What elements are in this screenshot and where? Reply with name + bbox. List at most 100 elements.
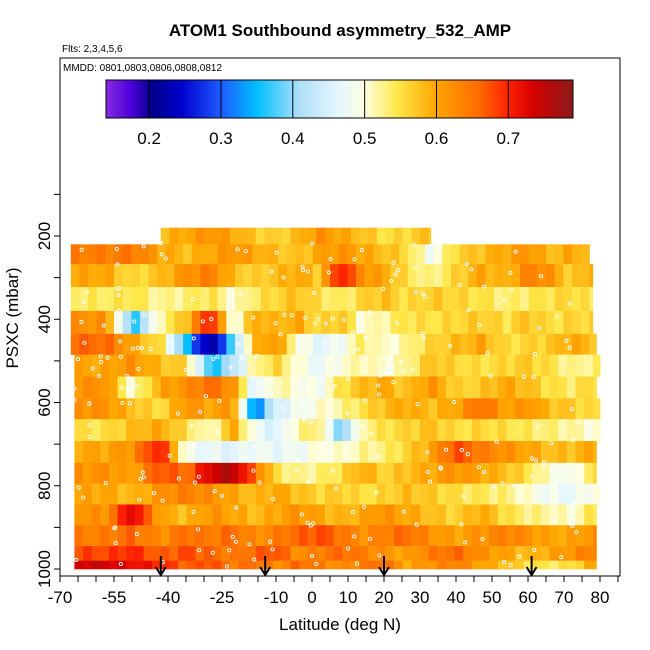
sample-point xyxy=(140,470,145,475)
heatmap-cell xyxy=(342,441,352,464)
sample-point xyxy=(346,377,351,382)
sample-point xyxy=(215,354,220,359)
heatmap-cell xyxy=(385,398,395,420)
heatmap-cell xyxy=(139,286,149,312)
heatmap-cell xyxy=(394,354,404,377)
x-tick-label: -55 xyxy=(102,588,127,607)
heatmap-cell xyxy=(376,525,386,547)
heatmap-cell xyxy=(411,441,421,464)
heatmap-cell xyxy=(532,419,542,442)
heatmap-cell xyxy=(558,376,568,399)
heatmap-cell xyxy=(157,264,167,288)
heatmap-cell xyxy=(108,354,118,377)
heatmap-cell xyxy=(238,504,248,526)
heatmap-cell xyxy=(515,441,525,464)
sample-point xyxy=(570,437,575,443)
heatmap-cell xyxy=(489,560,499,570)
heatmap-cell xyxy=(485,286,495,312)
heatmap-cell xyxy=(195,483,205,505)
heatmap-cell xyxy=(117,398,127,420)
sample-point xyxy=(427,479,433,484)
heatmap-cell xyxy=(100,354,110,377)
heatmap-cell xyxy=(540,419,550,442)
heatmap-cell xyxy=(437,462,447,484)
heatmap-cell xyxy=(324,504,334,526)
heatmap-cell xyxy=(108,504,118,526)
heatmap-cell xyxy=(411,354,421,377)
heatmap-cell xyxy=(160,504,170,526)
sample-point xyxy=(313,321,318,326)
sample-point xyxy=(376,383,381,388)
heatmap-cell xyxy=(186,546,196,561)
heatmap-cell xyxy=(402,483,412,505)
heatmap-cell xyxy=(416,286,426,312)
heatmap-cell xyxy=(91,525,101,547)
heatmap-cell xyxy=(264,398,274,420)
heatmap-cell xyxy=(83,483,93,505)
heatmap-cell xyxy=(165,244,175,265)
heatmap-cell xyxy=(195,419,205,442)
heatmap-cell xyxy=(497,398,507,420)
heatmap-cell xyxy=(381,310,391,335)
heatmap-cell xyxy=(506,483,516,505)
heatmap-cell xyxy=(117,546,127,561)
heatmap-cell xyxy=(243,264,253,288)
heatmap-cell xyxy=(108,441,118,464)
heatmap-cell xyxy=(221,546,231,561)
heatmap-cell xyxy=(425,333,435,355)
sample-point xyxy=(531,375,536,380)
heatmap-cell xyxy=(131,244,141,265)
heatmap-cell xyxy=(402,546,412,561)
heatmap-cell xyxy=(554,264,564,288)
heatmap-cell xyxy=(278,244,288,265)
heatmap-cell xyxy=(471,462,481,484)
heatmap-cell xyxy=(494,310,504,335)
sample-point xyxy=(413,265,418,270)
heatmap-cell xyxy=(523,504,533,526)
heatmap-cell xyxy=(229,419,239,442)
heatmap-cell xyxy=(407,310,417,335)
sample-point xyxy=(257,480,262,485)
heatmap-cell xyxy=(221,376,231,399)
heatmap-cell xyxy=(471,504,481,526)
heatmap-cell xyxy=(385,441,395,464)
sample-point xyxy=(400,368,405,373)
heatmap-cell xyxy=(580,310,590,335)
heatmap-cell xyxy=(160,398,170,420)
heatmap-cell xyxy=(148,310,158,335)
heatmap-cell xyxy=(454,462,464,484)
heatmap-cell xyxy=(368,525,378,547)
heatmap-cell xyxy=(157,310,167,335)
heatmap-cell xyxy=(247,376,257,399)
heatmap-cell xyxy=(255,376,265,399)
heatmap-cell xyxy=(321,310,331,335)
sample-point xyxy=(437,244,442,250)
sample-point xyxy=(322,340,327,345)
sample-point xyxy=(311,521,316,526)
heatmap-cell xyxy=(373,286,383,312)
heatmap-cell xyxy=(350,419,360,442)
heatmap-cell xyxy=(226,286,236,312)
heatmap-cell xyxy=(91,419,101,442)
heatmap-cell xyxy=(204,525,214,547)
heatmap-cell xyxy=(83,560,93,570)
heatmap-cell xyxy=(355,333,365,355)
chart-title: ATOM1 Southbound asymmetry_532_AMP xyxy=(169,21,511,40)
heatmap-cell xyxy=(200,310,210,335)
heatmap-cell xyxy=(229,227,239,245)
heatmap-cell xyxy=(134,462,144,484)
sample-point xyxy=(532,547,537,553)
heatmap-cell xyxy=(74,376,84,399)
sample-point xyxy=(564,240,569,245)
heatmap-cell xyxy=(459,333,469,355)
sample-point xyxy=(79,247,84,252)
heatmap-cell xyxy=(497,525,507,547)
heatmap-cell xyxy=(299,376,309,399)
sample-point xyxy=(420,291,425,296)
heatmap-cell xyxy=(471,483,481,505)
heatmap-cell xyxy=(489,483,499,505)
heatmap-cell xyxy=(165,286,175,312)
sample-point xyxy=(393,272,398,277)
sample-point xyxy=(501,559,507,564)
heatmap-cell xyxy=(183,244,193,265)
